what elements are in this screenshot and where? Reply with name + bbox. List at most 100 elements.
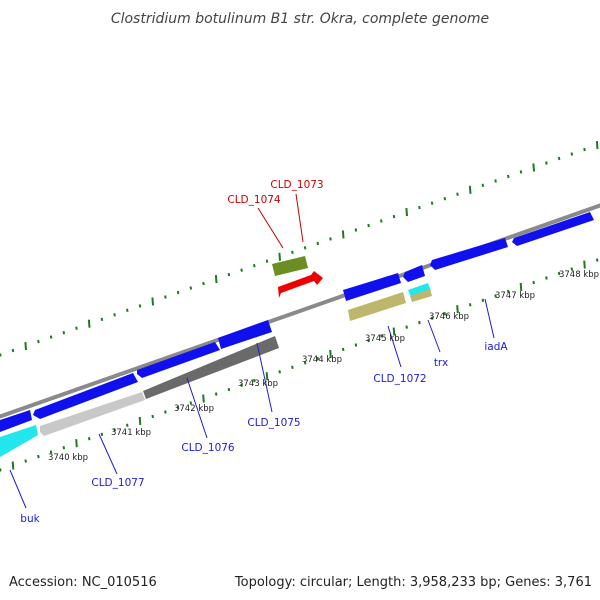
gene-label-cld-1077[interactable]: CLD_1077 [91, 477, 144, 489]
minor-tick [100, 317, 104, 321]
leader-cld-1076 [186, 377, 208, 439]
gene-label-cld-1076[interactable]: CLD_1076 [181, 442, 235, 454]
feature-gray-dark[interactable] [143, 336, 279, 399]
leader-cld-1075 [256, 342, 273, 413]
major-tick [405, 208, 408, 217]
minor-tick [557, 271, 561, 276]
feature-khaki-2[interactable] [410, 289, 432, 302]
gene-label-cld-1072[interactable]: CLD_1072 [373, 373, 426, 385]
major-tick [583, 260, 586, 269]
minor-tick [507, 174, 510, 179]
minor-tick [291, 365, 294, 369]
feature-khaki-1[interactable] [348, 292, 406, 321]
minor-tick [329, 237, 332, 241]
minor-tick [189, 401, 193, 405]
minor-tick [176, 405, 180, 410]
major-tick [278, 252, 281, 261]
feature-blue-1[interactable] [0, 410, 32, 432]
major-tick [329, 349, 332, 358]
leader-cld-1074 [257, 207, 284, 249]
minor-tick [468, 303, 472, 307]
feature-gray-light[interactable] [40, 392, 145, 436]
minor-tick [481, 298, 485, 302]
gene-label-cld-1075[interactable]: CLD_1075 [247, 417, 300, 429]
minor-tick [392, 214, 396, 219]
minor-tick [456, 192, 459, 196]
feature-blue-7[interactable] [430, 238, 508, 270]
minor-tick [545, 161, 548, 165]
minor-tick [405, 325, 408, 329]
feature-cyan-1[interactable] [0, 425, 38, 457]
gene-label-trx[interactable]: trx [434, 357, 448, 369]
minor-tick [24, 459, 27, 463]
minor-tick [303, 246, 307, 250]
feature-cld-1073[interactable] [278, 271, 323, 298]
minor-tick [303, 361, 307, 365]
feature-blue-6[interactable] [403, 265, 425, 282]
minor-tick [291, 250, 294, 254]
major-tick [595, 141, 599, 150]
tick-label: 3743 kbp [238, 379, 278, 389]
minor-tick [418, 205, 421, 210]
feature-cld-1074[interactable] [272, 256, 308, 276]
feature-blue-2[interactable] [33, 373, 138, 419]
major-tick [11, 461, 15, 470]
major-tick [151, 297, 154, 306]
tick-marks-lower [0, 258, 599, 472]
minor-tick [138, 304, 142, 308]
minor-tick [113, 313, 116, 317]
minor-tick [126, 308, 129, 312]
minor-tick [0, 468, 2, 472]
minor-tick [583, 147, 586, 152]
minor-tick [62, 331, 66, 335]
tick-label: 3747 kbp [495, 291, 535, 301]
gene-label-iada[interactable]: iadA [484, 341, 508, 353]
minor-tick [37, 454, 40, 459]
major-tick [87, 319, 91, 328]
tick-label: 3746 kbp [429, 312, 469, 322]
major-tick [75, 439, 78, 448]
leader-cld-1077 [98, 433, 118, 475]
feature-cyan-2[interactable] [408, 283, 431, 297]
map-title: Clostridium botulinum B1 str. Okra, comp… [111, 11, 489, 27]
minor-tick [240, 383, 243, 387]
minor-tick [316, 356, 320, 361]
minor-tick [49, 335, 53, 339]
minor-tick [189, 286, 193, 290]
minor-tick [49, 450, 53, 454]
feature-blue-4[interactable] [218, 320, 272, 349]
minor-tick [367, 338, 370, 343]
feature-blue-3[interactable] [137, 342, 220, 378]
minor-tick [75, 326, 78, 330]
minor-tick [151, 414, 154, 419]
major-tick [392, 327, 396, 336]
gene-label-cld-1074[interactable]: CLD_1074 [227, 194, 281, 206]
gene-label-buk[interactable]: buk [20, 513, 40, 525]
minor-tick [253, 379, 256, 383]
leader-iada [484, 298, 495, 339]
minor-tick [494, 294, 497, 298]
minor-tick [354, 343, 358, 347]
accession-text: Accession: NC_010516 [9, 575, 157, 590]
major-tick [532, 163, 535, 172]
leader-trx [427, 319, 441, 353]
minor-tick [214, 392, 218, 396]
tick-label: 3742 kbp [174, 404, 214, 414]
minor-tick [164, 410, 167, 414]
feature-blue-5[interactable] [343, 273, 401, 301]
gene-label-cld-1073[interactable]: CLD_1073 [270, 179, 323, 191]
minor-tick [570, 267, 574, 271]
tick-label: 3740 kbp [48, 453, 88, 463]
minor-tick [100, 432, 104, 436]
minor-tick [545, 276, 548, 280]
tick-marks-upper [0, 141, 599, 357]
feature-blue-8[interactable] [512, 212, 594, 246]
topology-summary: Topology: circular; Length: 3,958,233 bp… [234, 575, 592, 590]
tick-label: 3741 kbp [111, 428, 151, 438]
tick-label: 3744 kbp [302, 355, 342, 365]
minor-tick [354, 228, 358, 232]
minor-tick [532, 280, 535, 285]
minor-tick [227, 387, 231, 392]
minor-tick [176, 290, 180, 295]
minor-tick [430, 201, 434, 205]
